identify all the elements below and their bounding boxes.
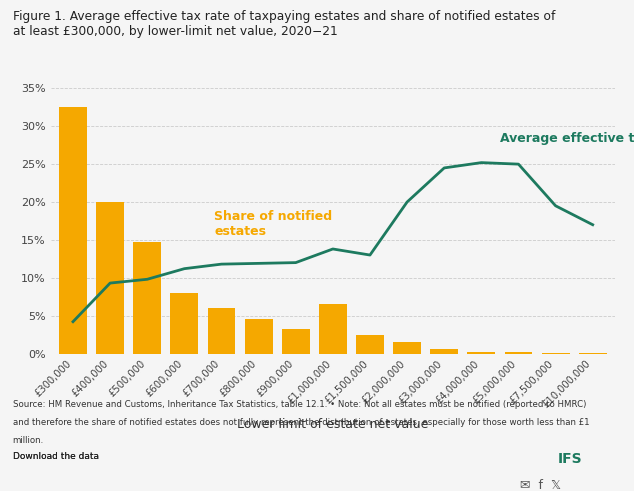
Bar: [133, 242, 161, 354]
Bar: [207, 308, 235, 354]
Text: and therefore the share of notified estates does not fully represent the distrib: and therefore the share of notified esta…: [13, 418, 590, 427]
Bar: [541, 353, 569, 354]
Bar: [96, 202, 124, 354]
Text: million.: million.: [13, 436, 44, 445]
Text: Download the data: Download the data: [13, 452, 99, 461]
Bar: [245, 320, 273, 354]
Text: Download the data: Download the data: [13, 452, 99, 461]
Bar: [171, 293, 198, 354]
X-axis label: Lower limit of estate net value: Lower limit of estate net value: [237, 418, 429, 431]
Text: Source: HM Revenue and Customs, Inheritance Tax Statistics, table 12.1. • Note: : Source: HM Revenue and Customs, Inherita…: [13, 400, 586, 409]
Bar: [505, 353, 533, 354]
Text: IFS: IFS: [558, 452, 583, 466]
Text: Share of notified
estates: Share of notified estates: [214, 210, 332, 238]
Bar: [467, 352, 495, 354]
Text: ✉  f  𝕏: ✉ f 𝕏: [520, 479, 561, 491]
Bar: [430, 350, 458, 354]
Bar: [281, 328, 309, 354]
Text: Average effective tax rate: Average effective tax rate: [500, 132, 634, 145]
Bar: [59, 108, 87, 354]
Text: Figure 1. Average effective tax rate of taxpaying estates and share of notified : Figure 1. Average effective tax rate of …: [13, 10, 555, 38]
Bar: [356, 335, 384, 354]
Bar: [393, 342, 421, 354]
Bar: [319, 304, 347, 354]
